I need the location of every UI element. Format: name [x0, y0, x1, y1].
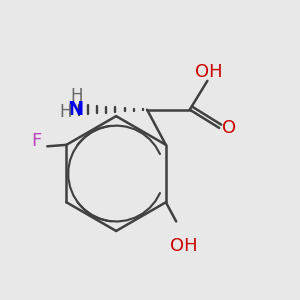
Text: OH: OH	[195, 63, 223, 81]
Text: O: O	[222, 119, 236, 137]
Text: N: N	[67, 100, 83, 119]
Text: F: F	[32, 132, 42, 150]
Text: H: H	[59, 103, 72, 121]
Text: H: H	[70, 87, 82, 105]
Text: OH: OH	[170, 237, 198, 255]
